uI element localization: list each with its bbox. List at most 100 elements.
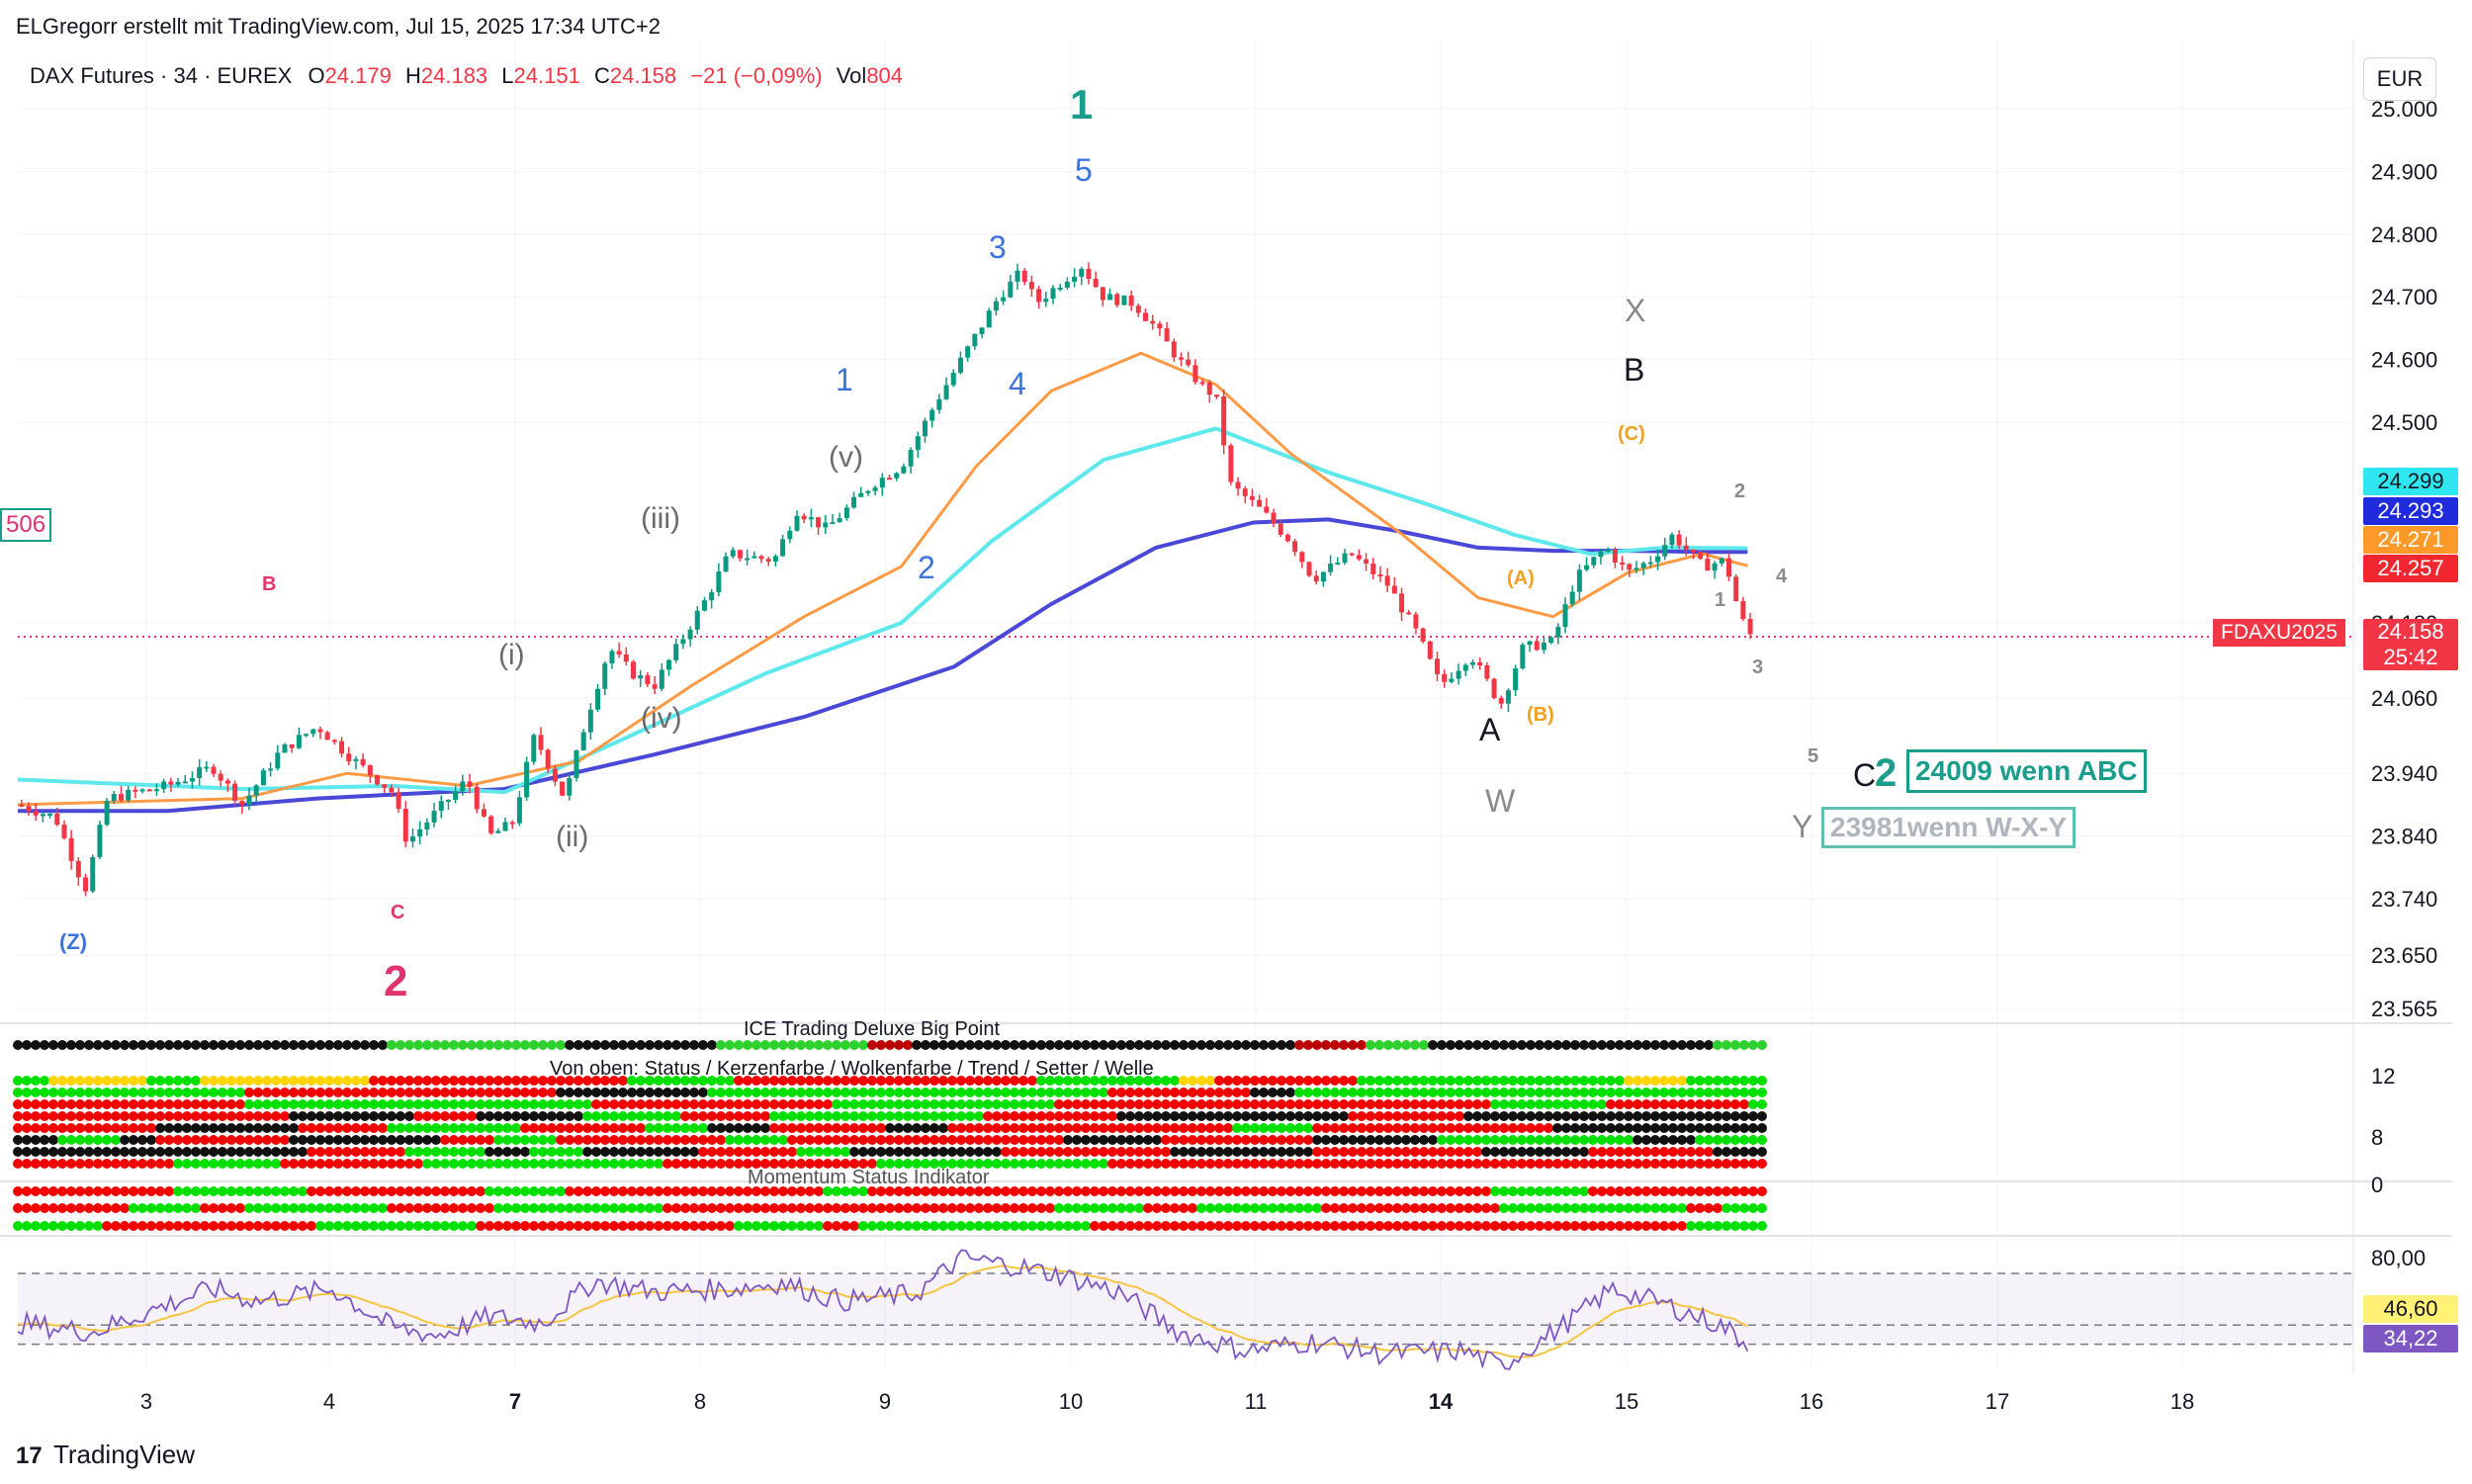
- indicator-dot: [1054, 1123, 1064, 1133]
- indicator-dot: [1170, 1123, 1180, 1133]
- indicator-dot: [1205, 1076, 1215, 1086]
- indicator-dot: [253, 1088, 263, 1097]
- indicator-dot: [111, 1159, 121, 1169]
- indicator-dot: [511, 1159, 521, 1169]
- indicator-dot: [1090, 1099, 1100, 1109]
- indicator-dot: [1739, 1040, 1749, 1050]
- indicator-dot: [849, 1111, 859, 1121]
- candle-body: [1271, 512, 1277, 524]
- indicator-dot: [396, 1221, 405, 1231]
- indicator-dot: [200, 1221, 210, 1231]
- indicator-dot: [1374, 1076, 1384, 1086]
- candle-body: [1079, 268, 1085, 277]
- indicator-dot: [289, 1111, 299, 1121]
- candle-body: [758, 556, 764, 560]
- indicator-dot: [129, 1111, 138, 1121]
- indicator-dot: [1561, 1159, 1571, 1169]
- indicator-dot: [226, 1076, 236, 1086]
- indicator-dot: [1552, 1111, 1562, 1121]
- indicator-dot: [342, 1203, 352, 1213]
- indicator-dot: [493, 1159, 503, 1169]
- indicator-dot: [173, 1147, 183, 1157]
- indicator-dot: [929, 1040, 939, 1050]
- indicator-dot: [1463, 1123, 1473, 1133]
- time-axis-label: 10: [1059, 1389, 1083, 1414]
- currency-button[interactable]: EUR: [2363, 57, 2436, 101]
- indicator-dot: [182, 1159, 192, 1169]
- indicator-dot: [636, 1076, 646, 1086]
- indicator-dot: [129, 1221, 138, 1231]
- indicator-dot: [1659, 1135, 1669, 1145]
- indicator-dot: [1597, 1221, 1607, 1231]
- indicator-dot: [226, 1123, 236, 1133]
- indicator-dot: [1704, 1076, 1714, 1086]
- indicator-dot: [1010, 1099, 1019, 1109]
- indicator-dot: [93, 1099, 103, 1109]
- indicator-dot: [1401, 1135, 1411, 1145]
- indicator-dot: [102, 1186, 112, 1196]
- indicator-dot: [155, 1123, 165, 1133]
- indicator-dot: [885, 1221, 895, 1231]
- indicator-dot: [1419, 1040, 1429, 1050]
- indicator-dot: [75, 1040, 85, 1050]
- indicator-dot: [333, 1111, 343, 1121]
- indicator-dot: [1704, 1203, 1714, 1213]
- indicator-dot: [1018, 1203, 1028, 1213]
- indicator-dot: [1321, 1040, 1331, 1050]
- indicator-dot: [280, 1088, 290, 1097]
- indicator-dot: [760, 1159, 770, 1169]
- indicator-dot: [449, 1135, 459, 1145]
- indicator-dot: [289, 1040, 299, 1050]
- candle-body: [1534, 641, 1540, 651]
- indicator-dot: [582, 1099, 592, 1109]
- indicator-dot: [680, 1135, 690, 1145]
- indicator-dot: [218, 1099, 227, 1109]
- indicator-dot: [1659, 1203, 1669, 1213]
- indicator-dot: [680, 1203, 690, 1213]
- indicator-dot: [1241, 1076, 1251, 1086]
- indicator-dot: [1561, 1135, 1571, 1145]
- indicator-dot: [1294, 1088, 1304, 1097]
- indicator-dot: [805, 1040, 815, 1050]
- indicator-dot: [1392, 1147, 1402, 1157]
- candle-body: [1462, 664, 1468, 671]
- indicator-dot: [636, 1147, 646, 1157]
- wave-label-s1: 1: [1715, 589, 1726, 611]
- indicator-dot: [778, 1099, 788, 1109]
- indicator-dot: [565, 1135, 574, 1145]
- indicator-dot: [734, 1147, 744, 1157]
- indicator-dot: [458, 1076, 468, 1086]
- indicator-dot: [832, 1159, 841, 1169]
- indicator-dot: [725, 1076, 735, 1086]
- indicator-dot: [1285, 1159, 1295, 1169]
- indicator-dot: [1232, 1186, 1242, 1196]
- indicator-dot: [1268, 1040, 1278, 1050]
- candle-body: [1306, 562, 1312, 576]
- candle-body: [823, 522, 829, 528]
- indicator-dot: [689, 1099, 699, 1109]
- indicator-dot: [956, 1203, 966, 1213]
- indicator-dot: [894, 1147, 904, 1157]
- indicator-dot: [885, 1135, 895, 1145]
- indicator-dot: [885, 1159, 895, 1169]
- indicator-dot: [1499, 1203, 1509, 1213]
- indicator-dot: [1748, 1040, 1758, 1050]
- indicator-dot: [1650, 1040, 1660, 1050]
- indicator-dot: [805, 1076, 815, 1086]
- indicator-dot: [476, 1111, 486, 1121]
- indicator-dot: [636, 1221, 646, 1231]
- indicator-dot: [716, 1135, 726, 1145]
- indicator-dot: [921, 1147, 930, 1157]
- candle-body: [246, 795, 252, 806]
- indicator-dot: [102, 1076, 112, 1086]
- indicator-dot: [440, 1040, 450, 1050]
- indicator-dot: [404, 1040, 414, 1050]
- indicator-dot: [262, 1123, 272, 1133]
- indicator-dot: [1722, 1111, 1731, 1121]
- indicator-dot: [1321, 1111, 1331, 1121]
- indicator-dot: [1677, 1076, 1687, 1086]
- tradingview-logo[interactable]: 17 TradingView: [16, 1440, 195, 1470]
- indicator-dot: [449, 1159, 459, 1169]
- indicator-dot: [342, 1099, 352, 1109]
